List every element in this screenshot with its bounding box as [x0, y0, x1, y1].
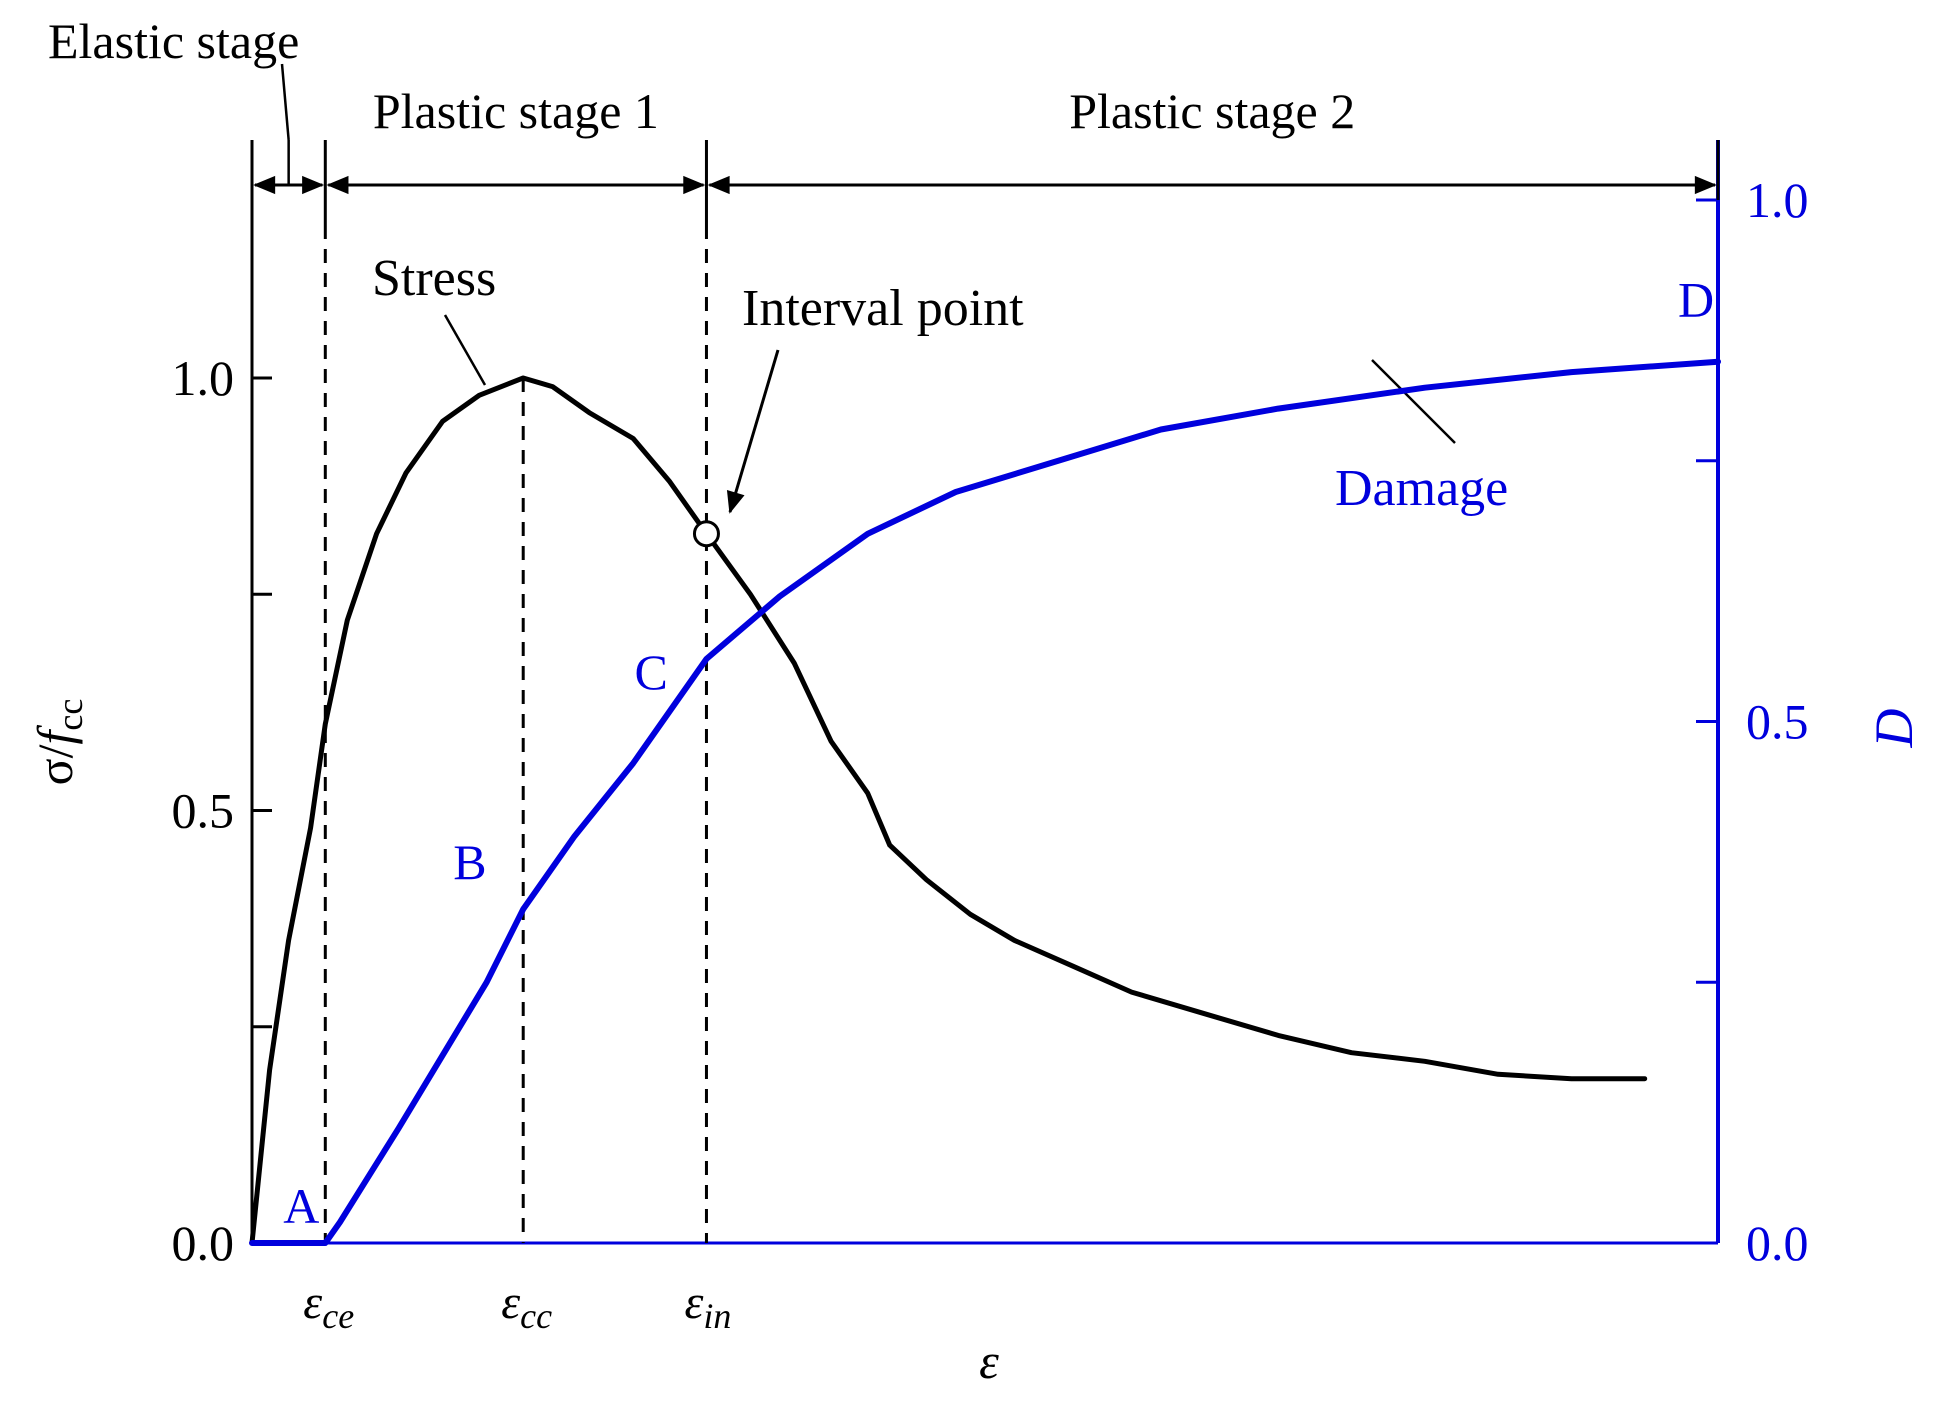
stage-elastic-label: Elastic stage: [48, 13, 299, 69]
left-tick-label-4: 1.0: [172, 350, 235, 406]
right-tick-label-0: 0.0: [1746, 1215, 1809, 1271]
x-marker-label-ce: εce: [303, 1276, 354, 1336]
right-tick-label-2: 0.5: [1746, 694, 1809, 750]
stage-plastic-1-label: Plastic stage 1: [373, 83, 659, 139]
series-stress-line: [249, 375, 1648, 1246]
left-tick-label-0: 0.0: [172, 1215, 235, 1271]
annotation-damage: Damage: [1335, 460, 1508, 517]
right-axis-label: D: [1864, 709, 1924, 749]
annotation-damage-leader: [1371, 359, 1456, 444]
annotation-stress: Stress: [372, 250, 496, 307]
point-label-a: A: [283, 1178, 319, 1234]
interval-point-marker: [692, 520, 720, 548]
left-tick-label-2: 0.5: [172, 783, 235, 839]
left-axis-label: σ/fcc: [27, 699, 90, 786]
x-axis-label: ε: [979, 1333, 999, 1389]
annotation-interval: Interval point: [742, 280, 1024, 337]
x-marker-label-in: εin: [684, 1276, 731, 1336]
stage-plastic-2-label: Plastic stage 2: [1069, 83, 1355, 139]
right-tick-label-4: 1.0: [1746, 172, 1809, 228]
elastic-leader-d: [280, 63, 290, 141]
x-marker-label-cc: εcc: [501, 1276, 552, 1336]
point-label-b: B: [453, 834, 486, 890]
annotation-stress-leader: [443, 314, 487, 386]
series-damage-line: [249, 358, 1721, 1246]
point-label-c: C: [634, 644, 667, 700]
annotation-interval-arrow: [726, 349, 780, 514]
point-label-d: D: [1678, 272, 1714, 328]
